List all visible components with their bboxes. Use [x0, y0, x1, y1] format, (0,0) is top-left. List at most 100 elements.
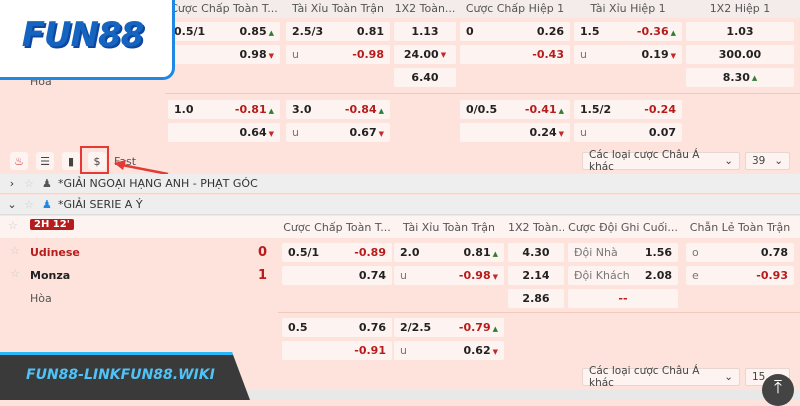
column-header: 1X2 Hiệp 1 — [709, 2, 771, 15]
odds-line: 0.5 — [288, 321, 308, 334]
league-logo-icon: ♟ — [42, 177, 52, 190]
odds-cell[interactable]: u 0.07 — [574, 123, 682, 142]
odds-cell[interactable]: 1.5/2 -0.24 — [574, 100, 682, 119]
odds-value: 8.30 — [722, 71, 750, 84]
odds-cell[interactable]: o 0.78 — [686, 243, 794, 262]
column-header: Chẵn Lẻ Toàn Trận — [689, 221, 791, 234]
odds-value: -0.84 — [344, 103, 377, 116]
home-team[interactable]: Udinese — [30, 246, 80, 259]
odds-cell[interactable]: 6.40 — [394, 68, 456, 87]
odds-cell[interactable]: u -0.98 — [286, 45, 390, 64]
odds-value: 0.85 — [239, 25, 267, 38]
odds-cell[interactable]: e -0.93 — [686, 266, 794, 285]
column-header: Cược Chấp Toàn T... — [283, 221, 391, 234]
odds-cell[interactable]: 2.5/3 0.81 — [286, 22, 390, 41]
odds-cell[interactable]: 0/0.5 -0.41 ▲ — [460, 100, 570, 119]
arrow-annotation-icon — [114, 160, 169, 176]
chevron-right-icon[interactable]: › — [9, 177, 15, 190]
odds-value: 2.08 — [644, 269, 672, 282]
odds-cell[interactable]: 1.5 -0.36 ▲ — [574, 22, 682, 41]
league-row[interactable]: › ☆ ♟ *GIẢI NGOẠI HẠNG ANH - PHẠT GÓC — [0, 174, 800, 194]
scroll-to-top-icon[interactable]: ⤒ — [762, 374, 794, 406]
list-icon[interactable]: ☰ — [36, 152, 54, 170]
odds-cell[interactable]: 0.24 ▼ — [460, 123, 570, 142]
odds-cell[interactable]: 0.5 0.76 — [282, 318, 392, 337]
odds-value: -0.98 — [458, 269, 491, 282]
odds-line: 2.0 — [400, 246, 420, 259]
odds-line: 1.5 — [580, 25, 600, 38]
odds-value: -- — [618, 292, 628, 305]
odds-cell[interactable]: 4.30 — [508, 243, 564, 262]
odds-value: 0.07 — [648, 126, 676, 139]
odds-value: 0.64 — [239, 126, 267, 139]
chevron-down-icon[interactable]: ⌄ — [7, 198, 17, 211]
odds-cell[interactable]: 1.0 -0.81 ▲ — [168, 100, 280, 119]
odds-value: -0.81 — [234, 103, 267, 116]
odds-cell[interactable]: 0.5/1 -0.89 — [282, 243, 392, 262]
count-select[interactable]: 39 ⌄ — [745, 152, 790, 170]
bet-type-select[interactable]: Các loại cược Châu Á khác ⌄ — [582, 149, 740, 173]
odds-cell[interactable]: u -0.98 ▼ — [394, 266, 504, 285]
column-header: 1X2 Toàn... — [508, 221, 564, 234]
odds-cell[interactable]: 0.74 — [282, 266, 392, 285]
odds-value: 4.30 — [522, 246, 550, 259]
odds-cell[interactable]: 2.14 — [508, 266, 564, 285]
odds-line: u — [292, 48, 299, 61]
odds-line: 2/2.5 — [400, 321, 432, 334]
star-icon[interactable]: ☆ — [24, 177, 34, 190]
odds-value: 0.67 — [349, 126, 377, 139]
odds-cell[interactable]: -- — [568, 289, 678, 308]
odds-line: 1.5/2 — [580, 103, 612, 116]
star-icon[interactable]: ☆ — [8, 219, 18, 232]
bet-type-select[interactable]: Các loại cược Châu Á khác ⌄ — [582, 365, 740, 389]
odds-cell[interactable]: 300.00 — [686, 45, 794, 64]
odds-cell[interactable]: u 0.19 ▼ — [574, 45, 682, 64]
odds-line: 0.5/1 — [174, 25, 206, 38]
odds-cell[interactable]: u 0.62 ▼ — [394, 341, 504, 360]
odds-cell[interactable]: Đội Nhà 1.56 — [568, 243, 678, 262]
odds-cell[interactable]: 8.30 ▲ — [686, 68, 794, 87]
odds-cell[interactable]: 2.86 — [508, 289, 564, 308]
odds-value: 0.76 — [358, 321, 386, 334]
odds-cell[interactable]: 0.64 ▼ — [168, 123, 280, 142]
away-team[interactable]: Monza — [30, 269, 71, 282]
odds-value: 24.00 — [403, 48, 439, 61]
odds-value: -0.91 — [354, 344, 386, 357]
logo-box: FUN88 — [0, 0, 175, 80]
odds-cell[interactable]: 0.5/1 0.85 ▲ — [168, 22, 280, 41]
currency-icon[interactable]: $ — [88, 152, 106, 170]
star-icon[interactable]: ☆ — [10, 244, 20, 257]
odds-cell[interactable]: 2/2.5 -0.79 ▲ — [394, 318, 504, 337]
odds-cell[interactable]: 2.0 0.81 ▲ — [394, 243, 504, 262]
odds-line: Đội Nhà — [574, 246, 618, 259]
odds-cell[interactable]: u 0.67 ▼ — [286, 123, 390, 142]
odds-cell[interactable]: Đội Khách 2.08 — [568, 266, 678, 285]
odds-cell[interactable]: 3.0 -0.84 ▲ — [286, 100, 390, 119]
odds-cell[interactable]: 0.98 ▼ — [168, 45, 280, 64]
odds-cell[interactable]: -0.91 — [282, 341, 392, 360]
odds-cell[interactable]: 1.03 — [686, 22, 794, 41]
odds-value: 1.56 — [644, 246, 672, 259]
star-icon[interactable]: ☆ — [10, 267, 20, 280]
column-header: Cược Chấp Hiệp 1 — [465, 2, 565, 15]
odds-cell[interactable]: 24.00 ▼ — [394, 45, 456, 64]
column-header: Tài Xỉu Hiệp 1 — [590, 2, 666, 15]
odds-line: 0/0.5 — [466, 103, 498, 116]
league-row[interactable]: ⌄ ☆ ♟ *GIẢI SERIE A Ý — [0, 195, 800, 215]
odds-line: 0 — [466, 25, 474, 38]
odds-line: 3.0 — [292, 103, 312, 116]
away-score: 1 — [258, 268, 268, 283]
odds-value: 0.24 — [529, 126, 557, 139]
fire-icon[interactable]: ♨ — [10, 152, 28, 170]
odds-value: 2.86 — [522, 292, 550, 305]
league-logo-icon: ♟ — [42, 198, 52, 211]
odds-line: Đội Khách — [574, 269, 630, 282]
column-header: Tài Xỉu Toàn Trận — [403, 221, 495, 234]
star-icon[interactable]: ☆ — [24, 198, 34, 211]
bar-chart-icon[interactable]: ▮ — [62, 152, 80, 170]
odds-cell[interactable]: 0 0.26 — [460, 22, 570, 41]
odds-cell[interactable]: -0.43 — [460, 45, 570, 64]
home-score: 0 — [258, 245, 268, 260]
draw-label: Hòa — [30, 292, 52, 305]
odds-cell[interactable]: 1.13 — [394, 22, 456, 41]
